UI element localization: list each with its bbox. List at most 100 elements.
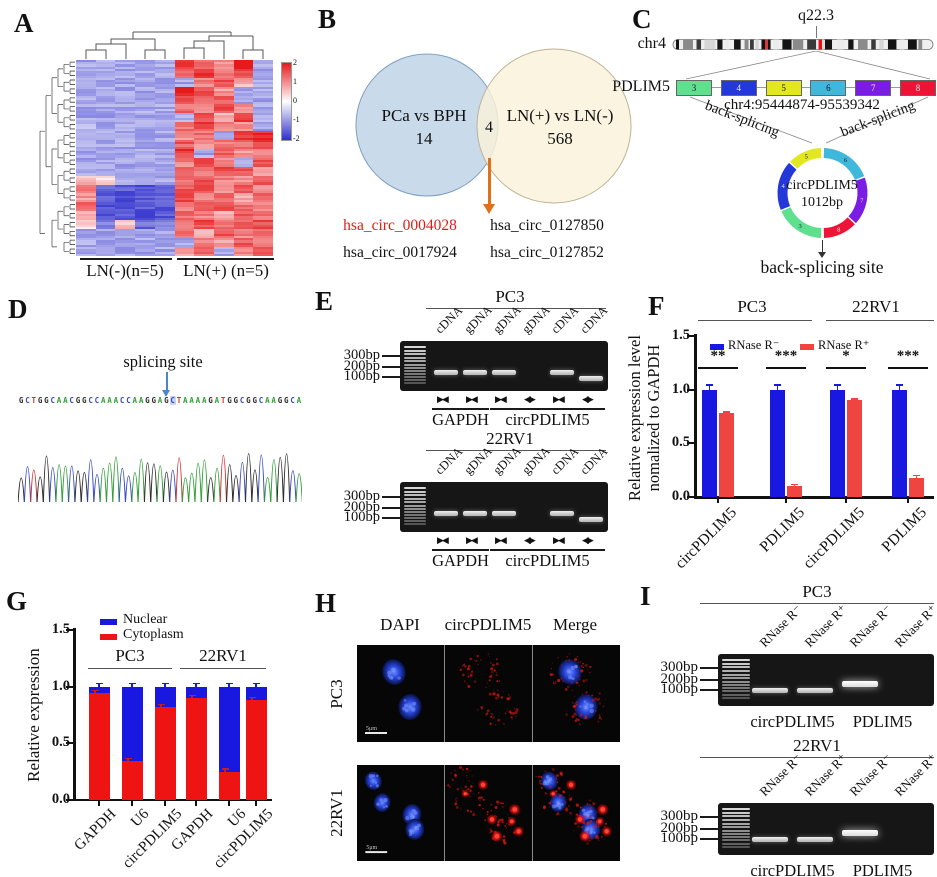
rna-speckle xyxy=(466,768,469,771)
heatmap-cell xyxy=(213,144,234,147)
primer-arrows-divergent: ◀▶ xyxy=(524,535,536,545)
heatmap-cell xyxy=(194,164,214,167)
gel-band xyxy=(463,369,487,375)
ladder-band xyxy=(722,696,750,699)
heatmap-cell xyxy=(174,168,195,172)
heatmap-cell xyxy=(174,251,195,254)
heatmap-cell xyxy=(174,157,195,160)
rna-speckle xyxy=(585,714,588,717)
nucleus-texture xyxy=(412,701,417,706)
heatmap-cell xyxy=(233,148,254,151)
heatmap-cell xyxy=(194,253,214,256)
group-underline-ln-neg xyxy=(80,258,172,260)
rna-clump-core xyxy=(516,829,521,834)
heatmap-cell xyxy=(174,64,195,67)
heatmap-cell xyxy=(253,62,273,65)
size-marker-label: 100bp xyxy=(660,830,699,847)
heatmap-cell xyxy=(174,133,195,136)
heatmap-cell xyxy=(213,222,234,225)
heatmap-cell xyxy=(115,251,136,254)
heatmap-cell xyxy=(253,122,273,125)
f-y-tick-label: 1.5 xyxy=(671,327,690,344)
heatmap-cell xyxy=(253,99,273,103)
rna-speckle xyxy=(582,666,585,669)
dendrogram-branch xyxy=(45,95,51,168)
header-underline xyxy=(426,308,606,310)
heatmap-cell xyxy=(115,64,136,67)
dendrogram-branch xyxy=(57,104,63,123)
rna-speckle xyxy=(596,699,599,702)
heatmap-cell xyxy=(253,91,273,94)
heatmap-cell xyxy=(194,88,214,92)
heatmap-cell xyxy=(213,215,234,219)
heatmap-cell xyxy=(253,97,273,100)
rna-speckle xyxy=(577,661,580,664)
heatmap-cell xyxy=(213,213,234,216)
heatmap-cell xyxy=(213,247,234,250)
heatmap-cell xyxy=(95,115,116,118)
heatmap-cell xyxy=(253,84,273,87)
lane-label: RNase R⁺ xyxy=(891,601,937,650)
heatmap-cell xyxy=(233,229,254,232)
heatmap-cell xyxy=(233,168,254,172)
heatmap-cell xyxy=(194,233,214,236)
size-marker-line xyxy=(382,507,400,509)
heatmap-cell xyxy=(135,220,155,223)
heatmap-cell xyxy=(213,226,234,230)
heatmap-cell xyxy=(135,155,155,158)
heatmap-cell xyxy=(233,182,254,185)
heatmap-cell xyxy=(213,235,234,239)
heatmap-cell xyxy=(115,233,136,236)
rna-speckle xyxy=(477,663,479,665)
heatmap-cell xyxy=(233,88,254,92)
error-bar xyxy=(224,769,226,772)
heatmap-cell xyxy=(174,142,195,145)
heatmap-cell xyxy=(135,235,155,239)
heatmap-cell xyxy=(253,77,273,80)
chromatogram-peak xyxy=(118,467,126,503)
heatmap-cell xyxy=(115,137,136,140)
panel-i-label: I xyxy=(640,581,651,611)
heatmap-cell xyxy=(174,211,195,214)
gel-band xyxy=(550,510,574,516)
rna-speckle xyxy=(506,697,510,701)
rna-speckle xyxy=(493,714,495,716)
heatmap-cell xyxy=(135,171,155,174)
primer-set-label: PDLIM5 xyxy=(852,712,913,731)
rna-speckle xyxy=(496,680,499,683)
rna-speckle xyxy=(539,782,542,785)
heatmap-cell xyxy=(213,106,234,109)
ladder-band xyxy=(722,836,750,839)
venn-circle-ln xyxy=(476,48,632,204)
h-col-merge: Merge xyxy=(552,615,598,634)
heatmap-cell xyxy=(76,68,96,72)
heatmap-cell xyxy=(233,251,254,254)
g-legend-swatch-cytoplasm xyxy=(100,634,117,640)
heatmap-cell xyxy=(95,153,116,156)
heatmap-cell xyxy=(174,150,195,154)
heatmap-cell xyxy=(233,93,254,96)
heatmap-cell xyxy=(95,215,116,219)
lane-label: gDNA xyxy=(461,443,495,478)
heatmap-cell xyxy=(194,95,214,98)
heatmap-cell xyxy=(213,119,234,123)
heatmap-cell xyxy=(253,104,273,107)
heatmap-cell xyxy=(233,157,254,160)
sequence-base: A xyxy=(183,396,188,405)
chromatogram-peak xyxy=(18,477,25,503)
heatmap-cell xyxy=(194,235,214,239)
rna-speckle xyxy=(496,662,499,666)
heatmap-cell xyxy=(76,93,96,96)
heatmap-cell xyxy=(115,235,136,239)
rna-speckle xyxy=(595,836,598,839)
heatmap-cell xyxy=(253,162,273,165)
nucleus-texture xyxy=(375,774,379,778)
heatmap-cell xyxy=(95,159,116,163)
heatmap-cell xyxy=(174,117,195,120)
heatmap-cell xyxy=(154,180,175,183)
heatmap-cell xyxy=(76,206,96,210)
heatmap-cell xyxy=(95,253,116,256)
cell-line-header: 22RV1 xyxy=(793,736,841,755)
heatmap-cell xyxy=(194,119,214,123)
